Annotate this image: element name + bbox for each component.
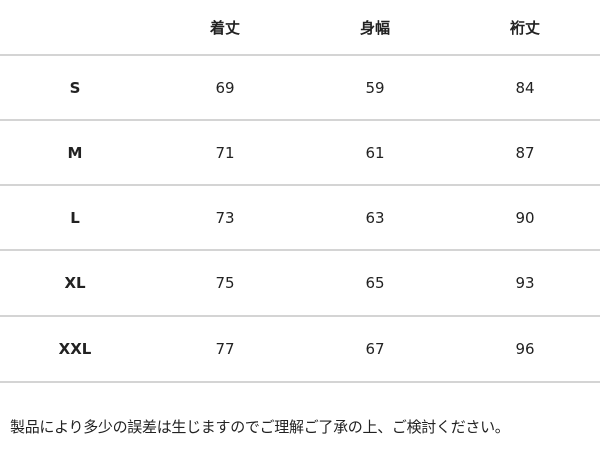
divider — [0, 249, 600, 251]
header-row: 着丈 身幅 裄丈 — [0, 0, 600, 55]
table-row: XXL 77 67 96 — [0, 317, 600, 381]
header-sleeve: 裄丈 — [509, 19, 540, 37]
divider — [0, 119, 600, 121]
divider — [0, 381, 600, 383]
width-value: 61 — [365, 144, 385, 162]
size-label: M — [67, 144, 83, 162]
length-value: 69 — [215, 79, 235, 97]
divider — [0, 315, 600, 317]
divider — [0, 54, 600, 56]
sleeve-value: 93 — [515, 274, 535, 292]
width-value: 63 — [365, 209, 385, 227]
length-value: 75 — [215, 274, 235, 292]
size-label: L — [70, 209, 80, 227]
size-label: XL — [64, 274, 86, 292]
length-value: 71 — [215, 144, 235, 162]
divider — [0, 184, 600, 186]
table-row: L 73 63 90 — [0, 186, 600, 250]
sleeve-value: 84 — [515, 79, 535, 97]
disclaimer-note: 製品により多少の誤差は生じますのでご理解ご了承の上、ご検討ください。 — [10, 418, 510, 436]
table-row: S 69 59 84 — [0, 56, 600, 120]
size-label: S — [69, 79, 81, 97]
size-label: XXL — [58, 340, 92, 358]
sleeve-value: 96 — [515, 340, 535, 358]
header-length: 着丈 — [209, 19, 240, 37]
table-row: M 71 61 87 — [0, 121, 600, 185]
sleeve-value: 87 — [515, 144, 535, 162]
length-value: 73 — [215, 209, 235, 227]
width-value: 59 — [365, 79, 385, 97]
header-width: 身幅 — [359, 19, 390, 37]
sleeve-value: 90 — [515, 209, 535, 227]
width-value: 65 — [365, 274, 385, 292]
width-value: 67 — [365, 340, 385, 358]
table-row: XL 75 65 93 — [0, 251, 600, 315]
length-value: 77 — [215, 340, 235, 358]
